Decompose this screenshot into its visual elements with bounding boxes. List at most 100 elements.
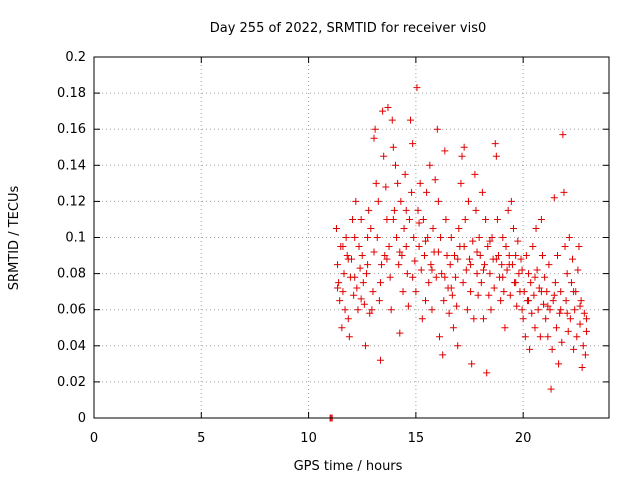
data-point (410, 234, 418, 241)
y-tick-label: 0.1 (65, 231, 86, 246)
data-point (483, 369, 491, 377)
data-point (357, 295, 365, 303)
data-point (469, 237, 477, 245)
data-point (438, 270, 446, 278)
data-point (533, 266, 541, 274)
data-point (473, 270, 481, 278)
data-point (518, 306, 526, 314)
data-point (376, 356, 384, 364)
data-point (556, 309, 564, 317)
data-point (368, 306, 376, 314)
data-point (360, 300, 368, 308)
data-point (418, 315, 426, 323)
data-point (407, 116, 415, 124)
data-point (403, 270, 411, 278)
data-point (570, 345, 578, 353)
data-point (372, 179, 380, 187)
data-point (512, 252, 520, 260)
data-points (326, 84, 590, 422)
data-point (478, 188, 486, 196)
data-point (515, 270, 523, 278)
data-point (487, 306, 495, 314)
y-tick-label: 0.14 (57, 158, 86, 173)
data-point (462, 266, 470, 274)
data-point (571, 306, 579, 314)
data-point (542, 315, 550, 323)
data-point (446, 261, 454, 269)
data-point (385, 243, 393, 251)
data-point (525, 297, 533, 305)
data-point (379, 107, 387, 115)
data-point (396, 248, 404, 256)
data-point (498, 261, 506, 269)
data-point (522, 252, 530, 260)
data-point (518, 266, 526, 274)
data-point (486, 237, 494, 245)
data-point (494, 252, 502, 260)
data-point (466, 255, 474, 263)
data-point (432, 273, 440, 281)
data-point (580, 309, 588, 317)
data-point (351, 234, 359, 241)
data-point (486, 270, 494, 278)
data-point (371, 125, 379, 133)
data-point (367, 224, 375, 232)
data-point (582, 315, 590, 323)
data-point (544, 333, 552, 341)
data-point (434, 197, 442, 205)
data-point (506, 291, 514, 299)
data-point (517, 255, 525, 263)
data-point (414, 206, 422, 214)
data-point (529, 243, 537, 251)
data-point (454, 255, 462, 263)
data-point (383, 215, 391, 223)
data-point (370, 248, 378, 256)
data-point (581, 351, 589, 359)
data-point (567, 279, 575, 287)
data-point (473, 248, 481, 256)
data-point (563, 309, 571, 317)
data-point (479, 266, 487, 274)
data-point (562, 297, 570, 305)
data-point (351, 273, 359, 281)
data-point (411, 257, 419, 265)
data-point (573, 333, 581, 341)
data-point (419, 215, 427, 223)
data-point (387, 306, 395, 314)
data-point (396, 329, 404, 337)
data-point (457, 179, 465, 187)
y-tick-label: 0.08 (57, 267, 86, 282)
data-point (472, 206, 480, 214)
data-point (349, 215, 357, 223)
data-point (530, 291, 538, 299)
data-point (493, 215, 501, 223)
data-point (475, 234, 483, 241)
data-point (547, 385, 555, 393)
data-point (448, 291, 456, 299)
data-point (555, 360, 563, 368)
data-point (364, 261, 372, 269)
data-point (338, 324, 346, 332)
y-tick-label: 0.12 (57, 194, 86, 209)
y-tick-label: 0.16 (57, 122, 86, 137)
data-point (353, 284, 361, 292)
data-point (512, 279, 520, 287)
data-point (460, 243, 468, 251)
data-point (358, 252, 366, 260)
data-point (519, 315, 527, 323)
data-point (504, 206, 512, 214)
data-point (537, 288, 545, 296)
data-point (447, 234, 455, 241)
data-point (563, 270, 571, 278)
data-point (380, 152, 388, 160)
data-point (455, 224, 463, 232)
data-point (578, 363, 586, 371)
data-point (492, 152, 500, 160)
data-point (559, 131, 567, 139)
data-point (550, 194, 558, 202)
data-point (549, 297, 557, 305)
data-point (426, 161, 434, 169)
data-point (537, 215, 545, 223)
data-point (541, 273, 549, 281)
data-point (342, 234, 350, 241)
